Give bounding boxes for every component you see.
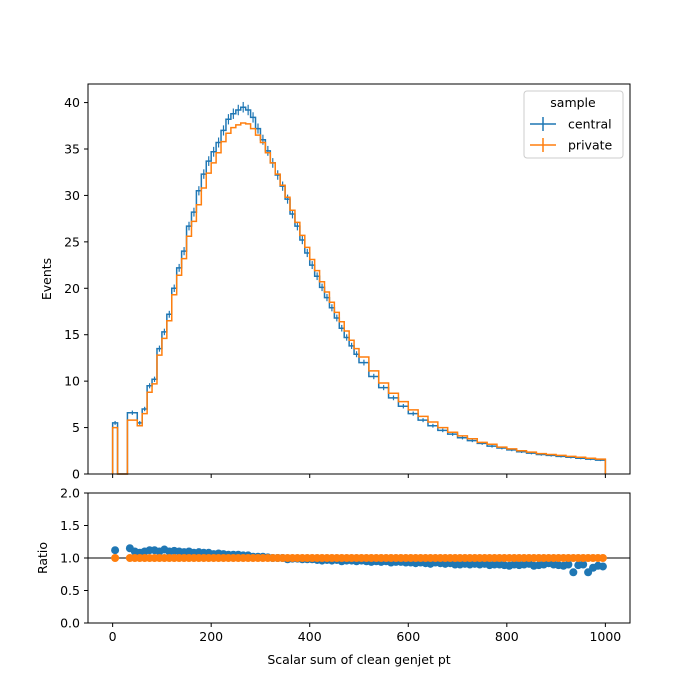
ratio-point-central bbox=[111, 546, 120, 555]
legend-label-private: private bbox=[568, 138, 613, 153]
legend-box bbox=[523, 90, 624, 159]
main-y-ticks: 0 5 10 15 20 25 30 35 40 bbox=[64, 95, 88, 482]
ratio-point-private bbox=[111, 554, 120, 562]
ratio-y-tick-label: 2.0 bbox=[60, 486, 80, 501]
main-y-tick-label: 5 bbox=[72, 420, 80, 435]
legend: sample central private bbox=[523, 90, 624, 159]
main-y-tick-label: 25 bbox=[64, 234, 80, 249]
main-y-tick-label: 30 bbox=[64, 188, 80, 203]
ratio-point-central bbox=[569, 568, 578, 577]
main-y-tick-label: 10 bbox=[64, 374, 80, 389]
main-y-tick-label: 0 bbox=[72, 467, 80, 482]
legend-title: sample bbox=[550, 95, 596, 110]
ratio-y-tick-label: 1.0 bbox=[60, 551, 80, 566]
ratio-point-central bbox=[564, 560, 573, 569]
ratio-x-tick-label: 0 bbox=[109, 629, 117, 644]
step-line-private bbox=[111, 122, 607, 475]
main-y-axis-label: Events bbox=[39, 258, 54, 300]
ratio-series-group bbox=[111, 544, 607, 577]
legend-label-central: central bbox=[568, 117, 612, 132]
ratio-y-tick-label: 0.5 bbox=[60, 583, 80, 598]
ratio-point-central bbox=[579, 560, 588, 569]
ratio-x-ticks: 0 200 400 600 800 1000 bbox=[109, 623, 621, 644]
ratio-y-tick-label: 0.0 bbox=[60, 616, 80, 631]
main-axes-frame bbox=[87, 83, 631, 475]
ratio-point-private bbox=[598, 554, 607, 562]
main-series-group bbox=[111, 101, 607, 475]
main-x-ticks bbox=[112, 474, 606, 478]
main-y-tick-label: 35 bbox=[64, 142, 80, 157]
ratio-y-ticks: 0.0 0.5 1.0 1.5 2.0 bbox=[60, 486, 88, 631]
ratio-x-tick-label: 400 bbox=[298, 629, 322, 644]
ratio-point-central bbox=[598, 562, 607, 571]
main-panel: 0 5 10 15 20 25 30 35 40 Events sample central pr… bbox=[39, 83, 631, 482]
ratio-panel: 0.00.51.01.52.0 0 200 400 600 800 1000 Ratio … bbox=[35, 486, 631, 667]
ratio-x-tick-label: 1000 bbox=[589, 629, 621, 644]
main-y-tick-label: 20 bbox=[64, 281, 80, 296]
ratio-x-tick-label: 800 bbox=[495, 629, 519, 644]
legend-entries: central private bbox=[530, 117, 613, 153]
ratio-y-axis-label: Ratio bbox=[35, 542, 50, 574]
ratio-x-axis-label: Scalar sum of clean genjet pt bbox=[267, 652, 450, 667]
ratio-x-tick-label: 200 bbox=[199, 629, 223, 644]
ratio-y-tick-label: 1.5 bbox=[60, 518, 80, 533]
main-y-tick-label: 15 bbox=[64, 327, 80, 342]
main-y-tick-label: 40 bbox=[64, 95, 80, 110]
ratio-x-tick-label: 600 bbox=[396, 629, 420, 644]
